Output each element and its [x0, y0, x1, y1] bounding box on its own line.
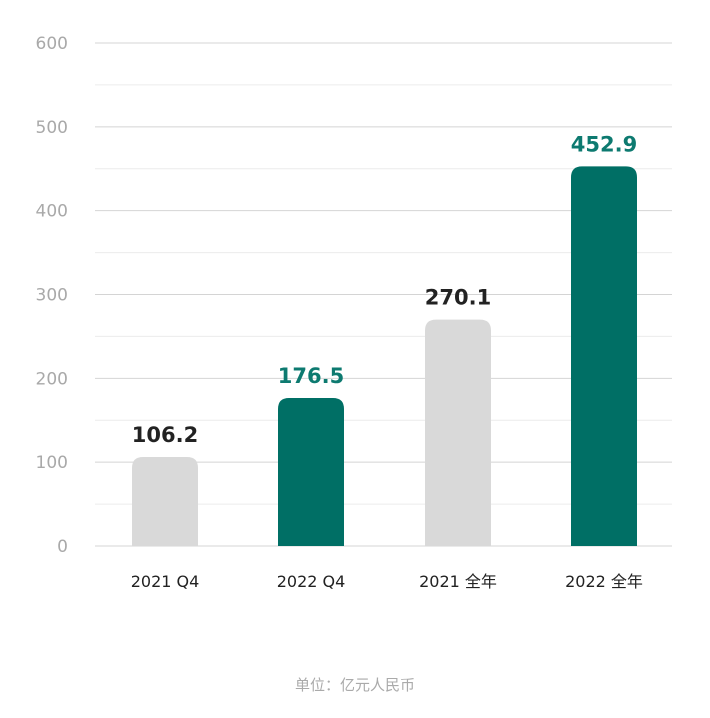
x-tick-label: 2021 全年: [419, 572, 497, 591]
x-tick-label: 2021 Q4: [131, 572, 200, 591]
x-axis: 2021 Q4 2022 Q4 2021 全年 2022 全年: [131, 572, 643, 591]
data-label: 176.5: [278, 364, 344, 388]
y-tick-label: 400: [36, 202, 68, 222]
data-label: 106.2: [132, 423, 198, 447]
x-tick-label: 2022 Q4: [277, 572, 346, 591]
y-tick-label: 0: [57, 537, 68, 557]
value-labels: 106.2 176.5 270.1 452.9: [132, 132, 637, 447]
y-tick-label: 500: [36, 118, 68, 138]
bar: [278, 398, 344, 546]
bar: [571, 166, 637, 546]
y-tick-label: 100: [36, 453, 68, 473]
y-axis: 0 100 200 300 400 500 600: [36, 34, 68, 557]
y-tick-label: 600: [36, 34, 68, 54]
data-label: 270.1: [425, 286, 491, 310]
y-tick-label: 300: [36, 286, 68, 306]
bar: [132, 456, 198, 546]
y-tick-label: 200: [36, 369, 68, 389]
x-tick-label: 2022 全年: [565, 572, 643, 591]
bar: [425, 319, 491, 546]
bars: [132, 166, 637, 546]
unit-note: 单位：亿元人民币: [295, 676, 415, 694]
data-label: 452.9: [571, 132, 637, 156]
